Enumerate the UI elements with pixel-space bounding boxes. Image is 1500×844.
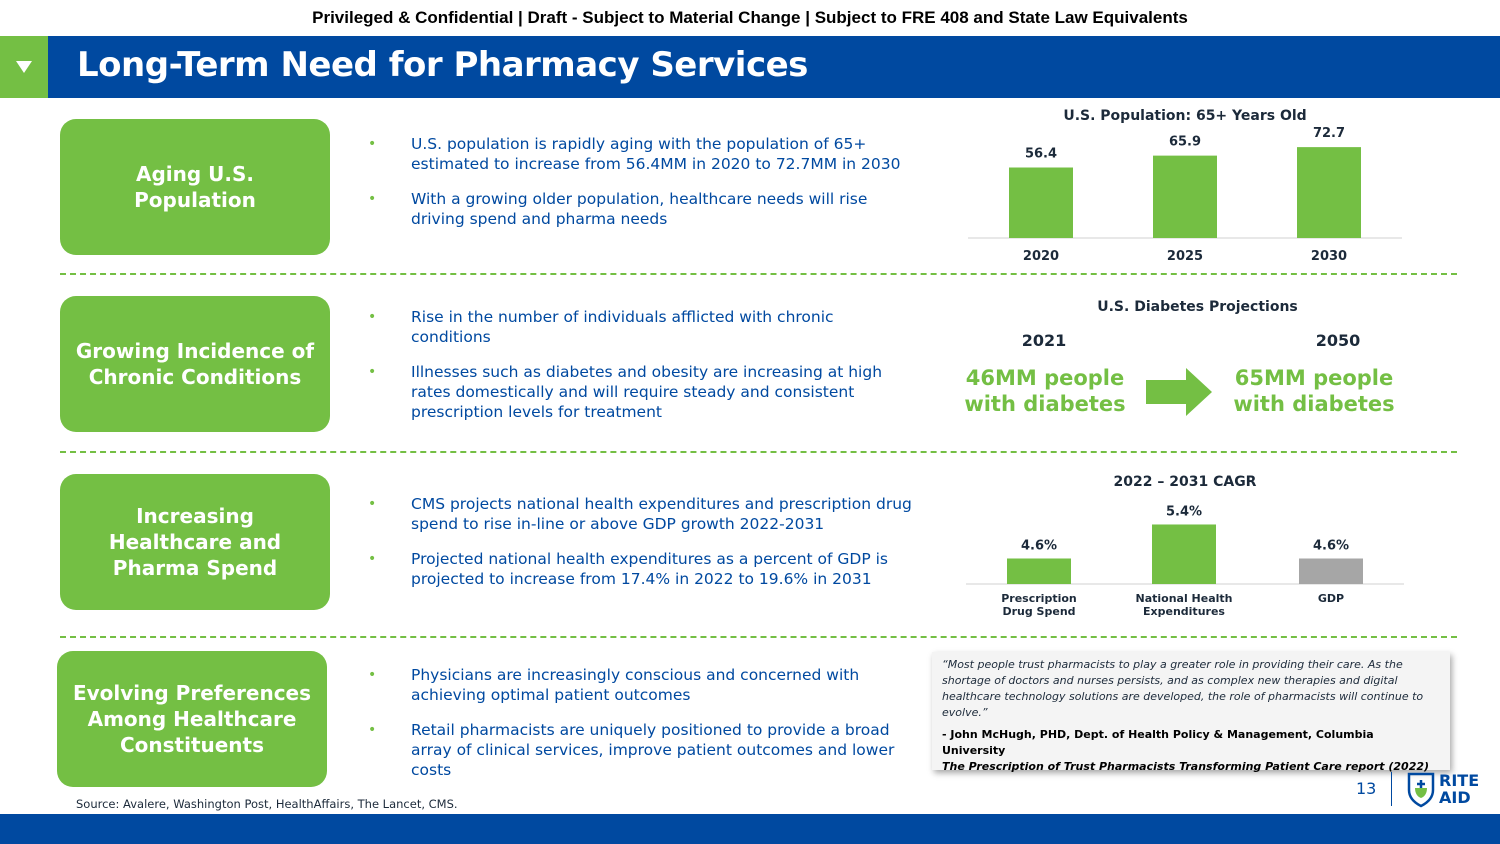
quote-text: “Most people trust pharmacists to play a… (942, 658, 1424, 719)
footer-bar (0, 814, 1500, 844)
chart-title: 2022 – 2031 CAGR (1114, 474, 1257, 490)
data-label: 56.4 (1025, 147, 1057, 162)
bar (1153, 155, 1217, 238)
diabetes-left-year: 2021 (1021, 331, 1067, 350)
bar (1007, 558, 1071, 584)
section-label-text: Evolving Preferences Among Healthcare Co… (72, 681, 312, 757)
right-arrow-icon (1146, 368, 1212, 416)
tick-label: Drug Spend (1002, 605, 1075, 618)
data-label: 72.7 (1313, 126, 1345, 141)
page-number: 13 (1356, 779, 1377, 798)
chart-title: U.S. Population: 65+ Years Old (1063, 108, 1306, 124)
bullet-list-aging: U.S. population is rapidly aging with th… (368, 134, 913, 244)
bar (1152, 524, 1216, 584)
diabetes-left-value: 46MM people with diabetes (950, 365, 1140, 417)
rite-aid-shield-icon (1407, 772, 1435, 808)
section-divider (60, 273, 1457, 275)
section-label-chronic: Growing Incidence of Chronic Conditions (60, 296, 330, 432)
bar (1299, 558, 1363, 584)
bullet-item: Physicians are increasingly conscious an… (368, 665, 913, 705)
data-label: 65.9 (1169, 135, 1201, 150)
rite-aid-logo-text: RITE AID (1439, 772, 1479, 806)
logo-line1: RITE (1439, 771, 1480, 790)
bar (1009, 167, 1073, 238)
bar (1297, 147, 1361, 238)
bullet-list-preferences: Physicians are increasingly conscious an… (368, 665, 913, 795)
bullet-item: Retail pharmacists are uniquely position… (368, 720, 913, 780)
population-chart: U.S. Population: 65+ Years Old 56.4 2020 65… (968, 108, 1402, 264)
quote-card: “Most people trust pharmacists to play a… (932, 652, 1450, 773)
bullet-item: U.S. population is rapidly aging with th… (368, 134, 913, 174)
tick-label: 2020 (1023, 249, 1059, 264)
section-label-text: Increasing Healthcare and Pharma Spend (108, 504, 282, 580)
diabetes-title: U.S. Diabetes Projections (1097, 299, 1298, 315)
diabetes-left-value-line1: 46MM people (965, 366, 1125, 390)
bullet-item: With a growing older population, healthc… (368, 189, 913, 229)
tick-label: National Health (1135, 592, 1232, 605)
quote-report: The Prescription of Trust Pharmacists Tr… (942, 760, 1430, 773)
bullet-list-spend: CMS projects national health expenditure… (368, 494, 913, 604)
diabetes-left-value-line2: with diabetes (964, 392, 1126, 416)
tick-label: Expenditures (1143, 605, 1225, 618)
page-title: Long-Term Need for Pharmacy Services (77, 45, 808, 85)
footer-divider (1391, 772, 1392, 806)
section-label-spend: Increasing Healthcare and Pharma Spend (60, 474, 330, 610)
logo-line2: AID (1439, 788, 1471, 807)
section-label-preferences: Evolving Preferences Among Healthcare Co… (57, 651, 327, 787)
confidentiality-notice: Privileged & Confidential | Draft - Subj… (312, 8, 1188, 27)
source-note: Source: Avalere, Washington Post, Health… (76, 797, 458, 811)
section-label-aging: Aging U.S. Population (60, 119, 330, 255)
tick-label: GDP (1318, 592, 1344, 605)
tick-label: 2025 (1167, 249, 1203, 264)
bullet-item: CMS projects national health expenditure… (368, 494, 913, 534)
section-divider (60, 636, 1457, 638)
bullet-list-chronic: Rise in the number of individuals afflic… (368, 307, 913, 437)
title-bar (0, 36, 1500, 98)
diabetes-right-value-line2: with diabetes (1233, 392, 1395, 416)
section-divider (60, 451, 1457, 453)
quote-attribution: - John McHugh, PHD, Dept. of Health Poli… (942, 728, 1374, 757)
triangle-down-icon (16, 61, 32, 73)
diabetes-right-year: 2050 (1315, 331, 1361, 350)
bullet-item: Rise in the number of individuals afflic… (368, 307, 913, 347)
section-label-text: Growing Incidence of Chronic Conditions (75, 339, 315, 389)
bullet-item: Illnesses such as diabetes and obesity a… (368, 362, 913, 422)
collapse-toggle[interactable] (0, 36, 48, 98)
diabetes-right-value: 65MM people with diabetes (1219, 365, 1409, 417)
diabetes-right-value-line1: 65MM people (1234, 366, 1394, 390)
data-label: 4.6% (1313, 538, 1349, 553)
bullet-item: Projected national health expenditures a… (368, 549, 913, 589)
data-label: 5.4% (1166, 504, 1202, 519)
section-label-text: Aging U.S. Population (134, 162, 256, 212)
tick-label: Prescription (1001, 592, 1077, 605)
tick-label: 2030 (1311, 249, 1347, 264)
data-label: 4.6% (1021, 538, 1057, 553)
